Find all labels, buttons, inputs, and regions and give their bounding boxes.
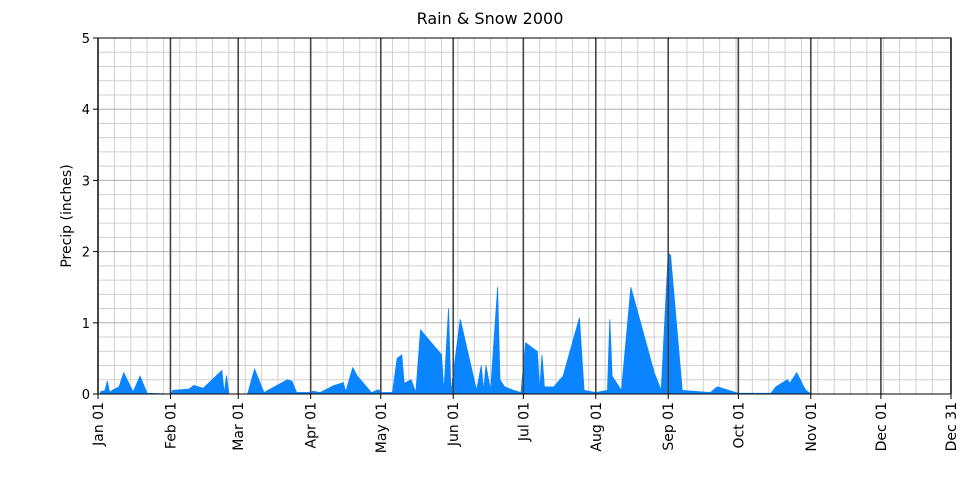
x-tick-label: Oct 01: [731, 402, 747, 448]
y-tick-label: 2: [82, 246, 90, 261]
x-tick-label: May 01: [374, 402, 390, 453]
x-tick-label: Jan 01: [91, 402, 107, 447]
y-tick-label: 5: [82, 32, 90, 47]
x-tick-label: Mar 01: [231, 402, 247, 451]
y-tick-label: 1: [82, 317, 90, 332]
y-tick-label: 4: [82, 103, 90, 118]
x-tick-label: Nov 01: [804, 402, 820, 452]
x-tick-label: Feb 01: [163, 402, 179, 449]
x-tick-label: Dec 01: [874, 402, 890, 451]
x-tick-label: Jun 01: [446, 402, 462, 447]
x-tick-label: Sep 01: [661, 402, 677, 451]
precip-area: [99, 252, 812, 395]
x-tick-label: Dec 31: [944, 402, 960, 451]
chart-title: Rain & Snow 2000: [417, 9, 564, 28]
y-tick-label: 0: [82, 388, 90, 403]
y-tick-label: 3: [82, 174, 90, 189]
x-tick-label: Aug 01: [589, 402, 605, 452]
plot-frame: [97, 37, 952, 395]
x-tick-label: Apr 01: [304, 402, 320, 448]
y-axis-label: Precip (inches): [59, 164, 75, 267]
x-tick-label: Jul 01: [516, 402, 532, 442]
